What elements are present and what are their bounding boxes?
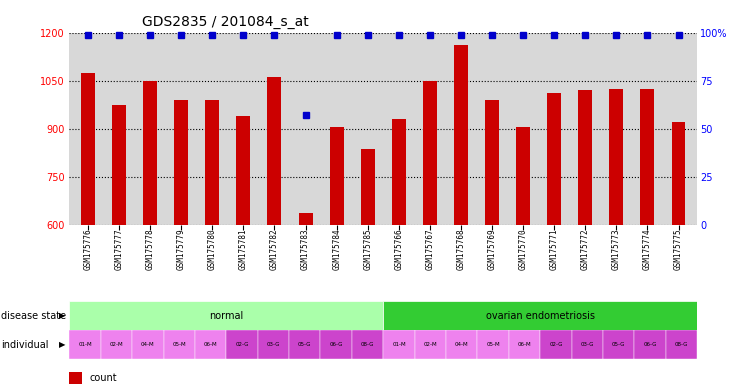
Bar [81, 73, 95, 225]
Text: 02-M: 02-M [423, 342, 437, 347]
Text: GSM175784: GSM175784 [332, 228, 341, 270]
Text: GSM175769: GSM175769 [488, 228, 496, 270]
Bar [540, 330, 572, 359]
Text: GSM175767: GSM175767 [426, 228, 434, 270]
Bar [69, 301, 383, 330]
Bar [361, 149, 374, 225]
Text: GSM175780: GSM175780 [208, 228, 217, 270]
Bar [299, 214, 312, 225]
Text: disease state: disease state [1, 311, 66, 321]
Bar [516, 127, 530, 225]
Text: GSM175766: GSM175766 [394, 228, 403, 270]
Bar [548, 93, 561, 225]
Bar [454, 45, 468, 225]
Bar [205, 100, 219, 225]
Bar [330, 127, 344, 225]
Bar [69, 330, 101, 359]
Bar [485, 100, 499, 225]
Text: GSM175768: GSM175768 [456, 228, 466, 270]
Text: GSM175781: GSM175781 [239, 228, 248, 270]
Text: 05-G: 05-G [612, 342, 626, 347]
Text: GSM175772: GSM175772 [581, 228, 590, 270]
Bar [640, 89, 654, 225]
Text: 01-M: 01-M [78, 342, 92, 347]
Bar [509, 330, 540, 359]
Bar [383, 330, 415, 359]
Bar [132, 330, 164, 359]
Bar [195, 330, 226, 359]
Text: ▶: ▶ [59, 311, 66, 320]
Text: 06-M: 06-M [518, 342, 531, 347]
Text: GSM175778: GSM175778 [146, 228, 155, 270]
Bar [143, 81, 157, 225]
Bar [267, 78, 282, 225]
Text: 08-G: 08-G [361, 342, 374, 347]
Text: 02-M: 02-M [110, 342, 123, 347]
Bar [603, 330, 634, 359]
Text: ▶: ▶ [59, 340, 66, 349]
Bar [383, 301, 697, 330]
Bar [477, 330, 509, 359]
Bar [578, 90, 592, 225]
Bar [423, 81, 437, 225]
Text: GSM175785: GSM175785 [364, 228, 372, 270]
Text: 03-G: 03-G [580, 342, 594, 347]
Text: 05-M: 05-M [486, 342, 500, 347]
Bar [101, 330, 132, 359]
Bar [226, 330, 258, 359]
Text: 04-M: 04-M [141, 342, 155, 347]
Bar [672, 122, 685, 225]
Text: 03-G: 03-G [266, 342, 280, 347]
Text: 02-G: 02-G [549, 342, 563, 347]
Text: GSM175777: GSM175777 [115, 228, 123, 270]
Text: 04-M: 04-M [455, 342, 469, 347]
Text: 06-M: 06-M [204, 342, 218, 347]
Text: count: count [89, 373, 117, 383]
Bar [610, 89, 623, 225]
Text: ovarian endometriosis: ovarian endometriosis [485, 311, 595, 321]
Text: individual: individual [1, 339, 48, 350]
Text: 02-G: 02-G [235, 342, 249, 347]
Text: GSM175773: GSM175773 [612, 228, 620, 270]
Bar [352, 330, 383, 359]
Bar [634, 330, 666, 359]
Text: GSM175783: GSM175783 [301, 228, 310, 270]
Text: 08-G: 08-G [675, 342, 688, 347]
Bar [112, 105, 126, 225]
Bar [258, 330, 289, 359]
Text: GSM175779: GSM175779 [177, 228, 185, 270]
Text: GSM175770: GSM175770 [518, 228, 528, 270]
Bar [237, 116, 250, 225]
Bar [174, 100, 188, 225]
Bar [392, 119, 406, 225]
Bar [320, 330, 352, 359]
Text: GSM175776: GSM175776 [83, 228, 93, 270]
Bar [666, 330, 697, 359]
Bar [164, 330, 195, 359]
Bar [69, 372, 82, 384]
Text: 06-G: 06-G [643, 342, 657, 347]
Bar [289, 330, 320, 359]
Text: normal: normal [210, 311, 243, 321]
Bar [446, 330, 477, 359]
Bar [415, 330, 446, 359]
Bar [572, 330, 603, 359]
Text: GDS2835 / 201084_s_at: GDS2835 / 201084_s_at [142, 15, 309, 29]
Text: 05-G: 05-G [298, 342, 312, 347]
Text: 06-G: 06-G [329, 342, 343, 347]
Text: GSM175774: GSM175774 [643, 228, 652, 270]
Text: 01-M: 01-M [392, 342, 406, 347]
Text: GSM175775: GSM175775 [674, 228, 683, 270]
Text: 05-M: 05-M [172, 342, 186, 347]
Text: GSM175782: GSM175782 [270, 228, 279, 270]
Text: GSM175771: GSM175771 [550, 228, 558, 270]
